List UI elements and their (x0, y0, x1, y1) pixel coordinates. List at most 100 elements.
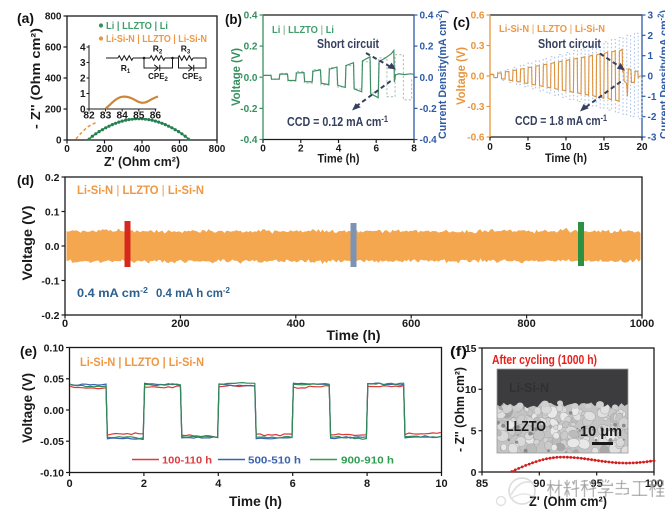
svg-text:-0.2: -0.2 (240, 104, 258, 115)
svg-text:-2: -2 (648, 112, 657, 123)
svg-text:82: 82 (83, 111, 95, 122)
svg-text:-0.1: -0.1 (41, 275, 59, 287)
svg-text:0.4 mA cm-2: 0.4 mA cm -2 (77, 286, 149, 300)
svg-text:8: 8 (364, 478, 370, 490)
svg-text:R3: R3 (181, 44, 191, 56)
svg-text:0: 0 (648, 72, 654, 83)
svg-text:-0.3: -0.3 (467, 102, 485, 113)
svg-text:0.00: 0.00 (44, 405, 65, 417)
svg-text:0: 0 (80, 104, 86, 115)
svg-text:20: 20 (636, 142, 648, 153)
svg-text:0.2: 0.2 (45, 172, 60, 184)
svg-text:(e): (e) (20, 343, 37, 359)
svg-text:Li-Si-N: Li-Si-N (509, 380, 549, 395)
svg-text:-0.4: -0.4 (420, 135, 438, 146)
svg-text:-0.2: -0.2 (420, 104, 438, 115)
svg-text:Current Density(mA cm-2): Current Density(mA cm-2) (657, 10, 665, 139)
svg-text:Li | LLZTO | Li: Li | LLZTO | Li (272, 24, 334, 36)
svg-text:2: 2 (648, 31, 654, 42)
svg-text:10 μm: 10 μm (580, 424, 622, 440)
svg-text:CCD = 1.8 mA cm-1: CCD = 1.8 mA cm-1 (515, 113, 607, 128)
svg-text:CCD = 0.12 mA cm-1: CCD = 0.12 mA cm-1 (287, 114, 388, 129)
svg-text:0: 0 (66, 478, 72, 490)
svg-text:85: 85 (476, 478, 488, 490)
svg-text:0.1: 0.1 (45, 206, 60, 218)
svg-text:0.0: 0.0 (420, 73, 434, 84)
svg-text:10: 10 (435, 478, 447, 490)
svg-text:After cycling (1000 h): After cycling (1000 h) (492, 353, 597, 367)
svg-text:1: 1 (648, 51, 654, 62)
svg-text:R2: R2 (153, 44, 163, 56)
svg-text:CPE3: CPE3 (182, 72, 202, 83)
svg-text:4: 4 (336, 144, 342, 155)
svg-text:0: 0 (64, 144, 70, 155)
svg-text:800: 800 (45, 12, 62, 23)
svg-text:Voltage (V): Voltage (V) (20, 373, 35, 443)
svg-text:10: 10 (560, 142, 572, 153)
svg-text:5: 5 (471, 425, 477, 437)
svg-text:2: 2 (298, 144, 304, 155)
svg-text:-0.05: -0.05 (40, 436, 64, 448)
svg-text:6: 6 (290, 478, 296, 490)
svg-text:Current Density(mA cm-2): Current Density(mA cm-2) (435, 10, 449, 139)
svg-text:Voltage (V): Voltage (V) (229, 48, 243, 106)
svg-text:Li-Si-N | LLZTO | Li-Si-N: Li-Si-N | LLZTO | Li-Si-N (80, 357, 204, 369)
svg-text:84: 84 (117, 111, 129, 122)
svg-text:Li-Si-N | LLZTO | Li-Si-N: Li-Si-N | LLZTO | Li-Si-N (106, 33, 207, 45)
svg-text:-0.2: -0.2 (41, 310, 59, 322)
svg-text:15: 15 (598, 142, 610, 153)
svg-text:0.2: 0.2 (244, 42, 258, 53)
svg-text:(d): (d) (17, 172, 34, 188)
svg-text:Z' (Ohm cm²): Z' (Ohm cm²) (104, 154, 180, 169)
svg-text:- Z'' (Ohm cm²): - Z'' (Ohm cm²) (452, 367, 467, 452)
svg-text:0.0: 0.0 (45, 241, 60, 253)
svg-text:-1: -1 (648, 92, 657, 103)
svg-text:3: 3 (80, 58, 86, 69)
svg-text:600: 600 (171, 144, 188, 155)
svg-text:-0.4: -0.4 (240, 135, 258, 146)
svg-text:86: 86 (150, 111, 162, 122)
svg-text:(f): (f) (450, 343, 467, 359)
svg-text:400: 400 (45, 74, 62, 85)
svg-text:400: 400 (134, 144, 151, 155)
svg-text:1: 1 (80, 89, 86, 100)
svg-text:4: 4 (80, 42, 86, 53)
svg-text:0: 0 (56, 136, 62, 147)
svg-text:0.0: 0.0 (471, 72, 485, 83)
svg-text:Time (h): Time (h) (318, 152, 360, 166)
svg-text:200: 200 (171, 318, 189, 330)
svg-text:8: 8 (411, 144, 417, 155)
svg-text:Time (h): Time (h) (327, 327, 381, 343)
svg-text:- Z'' (Ohm cm²): - Z'' (Ohm cm²) (28, 28, 43, 129)
svg-text:Short circuit: Short circuit (538, 37, 602, 51)
svg-text:Voltage (V): Voltage (V) (20, 206, 35, 281)
svg-text:200: 200 (45, 105, 62, 116)
svg-text:(a): (a) (17, 10, 34, 26)
svg-text:R1: R1 (121, 63, 131, 75)
svg-text:(b): (b) (225, 11, 242, 27)
svg-text:Li-Si-N | LLZTO | Li-Si-N: Li-Si-N | LLZTO | Li-Si-N (77, 185, 204, 197)
svg-text:600: 600 (402, 318, 420, 330)
svg-text:90: 90 (533, 478, 545, 490)
svg-text:Short circuit: Short circuit (317, 37, 380, 51)
svg-text:Z' (Ohm cm²): Z' (Ohm cm²) (529, 494, 607, 509)
svg-text:0.3: 0.3 (471, 41, 485, 52)
svg-text:0.2: 0.2 (420, 42, 434, 53)
svg-text:500-510 h: 500-510 h (248, 455, 301, 467)
svg-text:-0.10: -0.10 (40, 467, 64, 479)
svg-text:0.4: 0.4 (420, 11, 434, 22)
svg-text:0.4: 0.4 (244, 11, 258, 22)
svg-text:0: 0 (62, 318, 68, 330)
svg-text:1000: 1000 (630, 318, 654, 330)
svg-text:3: 3 (648, 11, 654, 22)
svg-text:200: 200 (96, 144, 113, 155)
svg-text:-0.6: -0.6 (467, 133, 485, 144)
svg-text:Li | LLZTO | Li: Li | LLZTO | Li (106, 20, 168, 32)
svg-text:4: 4 (215, 478, 222, 490)
svg-text:800: 800 (517, 318, 535, 330)
svg-text:2: 2 (80, 73, 86, 84)
svg-text:6: 6 (373, 144, 379, 155)
svg-text:15: 15 (465, 343, 477, 355)
svg-text:600: 600 (45, 43, 62, 54)
svg-text:(c): (c) (453, 14, 470, 30)
